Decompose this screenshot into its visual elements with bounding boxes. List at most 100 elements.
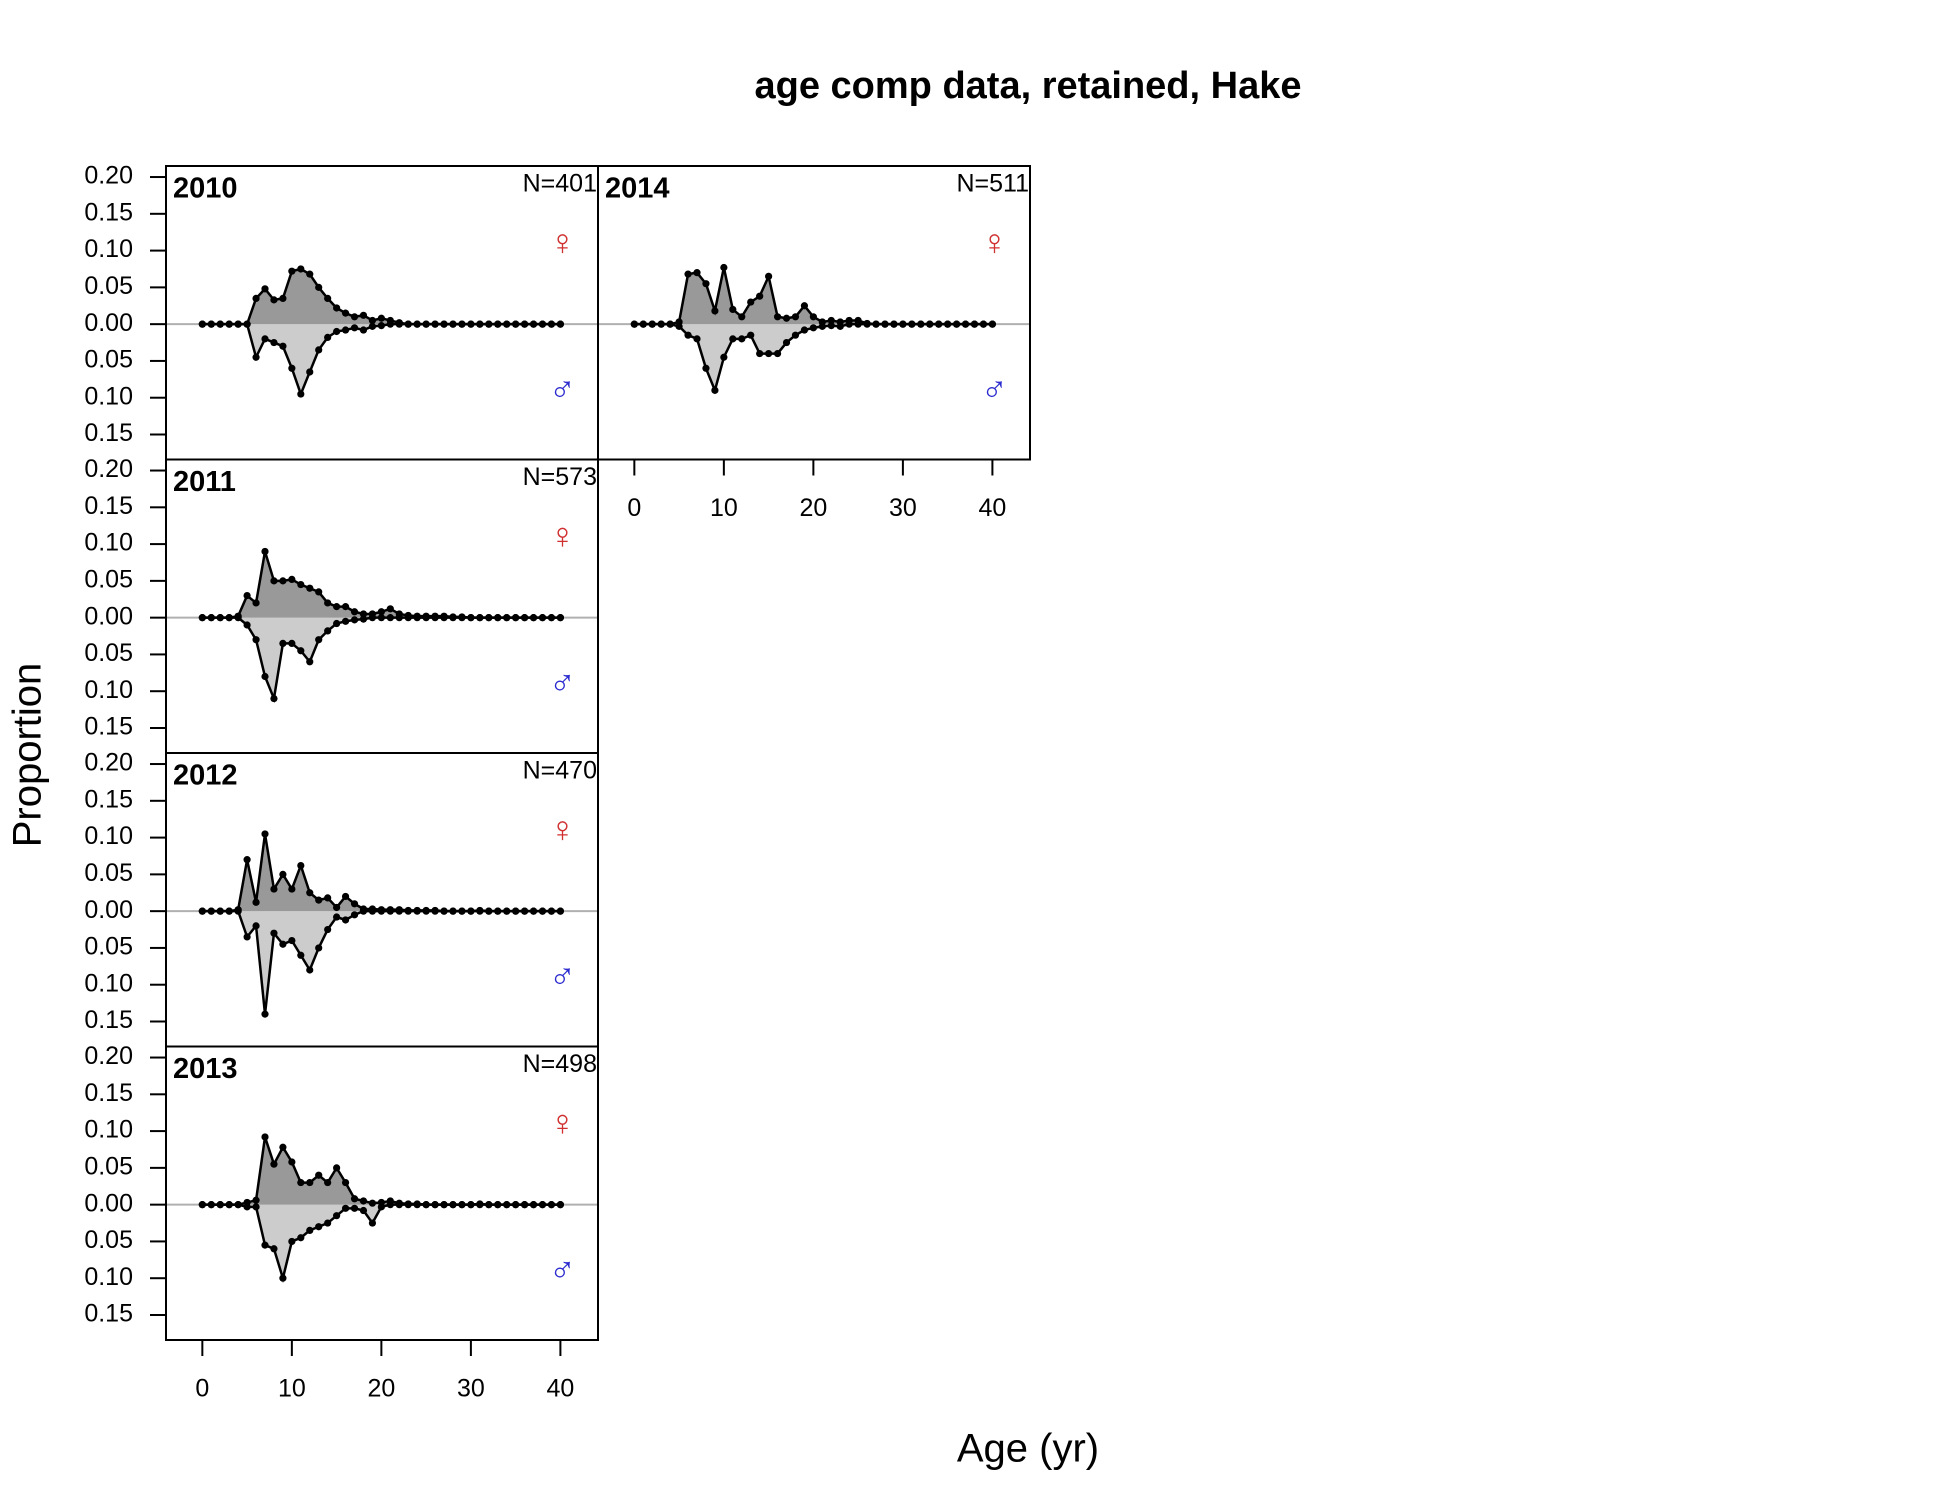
data-point — [765, 272, 773, 280]
panel: ♀ ♂ 2013 N=498 0.20 0.15 0.10 0.05 0.00 0.05 0.10 0… — [84, 1042, 599, 1403]
data-point — [503, 1201, 511, 1209]
data-point — [359, 326, 368, 334]
data-point — [252, 599, 260, 607]
y-tick-label: 0.20 — [84, 455, 133, 483]
data-point — [675, 322, 683, 330]
data-point — [756, 292, 764, 300]
data-point — [556, 320, 565, 328]
data-point — [288, 936, 296, 945]
data-point — [261, 672, 269, 681]
data-point — [270, 929, 278, 937]
data-point — [261, 1133, 269, 1141]
panel-frame — [165, 752, 599, 1048]
data-point — [988, 320, 997, 328]
data-point — [279, 1274, 287, 1282]
data-point — [350, 1204, 359, 1212]
data-point — [324, 1219, 332, 1227]
y-tick-label: 0.15 — [84, 713, 133, 741]
data-point — [386, 907, 394, 915]
panel: ♀ ♂ 2014 N=511 0 10 20 30 40 — [597, 165, 1031, 522]
data-point — [243, 933, 251, 941]
data-point — [818, 322, 826, 330]
data-point — [198, 320, 206, 328]
data-point — [288, 639, 296, 647]
data-point — [800, 302, 809, 310]
data-point — [359, 1197, 368, 1205]
data-point — [261, 335, 269, 343]
data-point — [693, 335, 701, 343]
data-point — [476, 614, 484, 622]
data-point — [773, 349, 782, 358]
data-point — [494, 1201, 502, 1209]
data-point — [207, 320, 215, 328]
panel-title: 2014 — [605, 173, 670, 205]
data-point — [306, 584, 314, 592]
y-tick-label: 0.15 — [84, 1006, 133, 1034]
data-point — [404, 320, 412, 328]
data-point — [243, 621, 251, 629]
x-tick-label: 30 — [457, 1375, 485, 1403]
data-point — [279, 940, 287, 948]
data-point — [297, 951, 305, 959]
data-point — [791, 313, 800, 321]
y-tick-label: 0.00 — [84, 1189, 133, 1217]
data-point — [422, 320, 430, 328]
data-point — [350, 324, 359, 332]
y-tick-label: 0.15 — [84, 198, 133, 226]
data-point — [538, 320, 547, 328]
data-point — [288, 1237, 296, 1246]
data-point — [350, 608, 359, 616]
y-tick-label: 0.15 — [84, 785, 133, 813]
data-point — [648, 320, 656, 328]
data-point — [234, 320, 242, 328]
data-point — [404, 907, 412, 915]
data-point — [863, 320, 871, 328]
data-point — [333, 619, 341, 628]
data-point — [512, 907, 520, 915]
series-line — [202, 1203, 561, 1283]
data-point — [368, 1219, 377, 1227]
data-point — [666, 320, 674, 328]
sample-size: N=498 — [523, 1050, 597, 1078]
data-point — [827, 322, 835, 330]
data-point — [261, 830, 269, 838]
data-point — [458, 614, 466, 622]
y-tick-label: 0.10 — [84, 529, 133, 557]
data-point — [556, 614, 565, 622]
data-point — [207, 614, 215, 622]
y-tick-label: 0.15 — [84, 1300, 133, 1328]
data-point — [413, 614, 421, 622]
data-point — [297, 1234, 305, 1242]
data-point — [377, 608, 385, 616]
data-point — [270, 338, 278, 347]
y-tick-label: 0.10 — [84, 676, 133, 704]
y-tick-label: 0.05 — [84, 272, 133, 300]
data-point — [252, 1196, 260, 1204]
data-point — [377, 1203, 385, 1211]
data-point — [333, 913, 341, 921]
data-point — [431, 1201, 439, 1209]
data-point — [261, 1241, 269, 1249]
panel-title: 2012 — [173, 760, 238, 792]
panel: ♀ ♂ 2010 N=401 0.20 0.15 0.10 0.05 0.00 0.05 0.10 0… — [84, 162, 599, 461]
data-point — [216, 1201, 224, 1209]
area-fill — [202, 617, 561, 699]
data-point — [315, 944, 323, 952]
y-tick-label: 0.05 — [84, 1152, 133, 1180]
data-point — [538, 907, 547, 915]
data-point — [657, 320, 665, 328]
data-point — [684, 331, 692, 339]
data-point — [485, 1201, 493, 1209]
data-point — [377, 322, 385, 330]
data-point — [368, 907, 377, 915]
data-point — [234, 614, 242, 622]
data-point — [979, 320, 988, 328]
y-tick-label: 0.05 — [84, 346, 133, 374]
data-point — [747, 331, 755, 339]
data-point — [297, 861, 305, 870]
area-fill — [202, 551, 561, 618]
data-point — [341, 1204, 350, 1212]
panel-title: 2011 — [173, 466, 236, 498]
data-point — [773, 313, 782, 321]
data-point — [485, 614, 493, 622]
